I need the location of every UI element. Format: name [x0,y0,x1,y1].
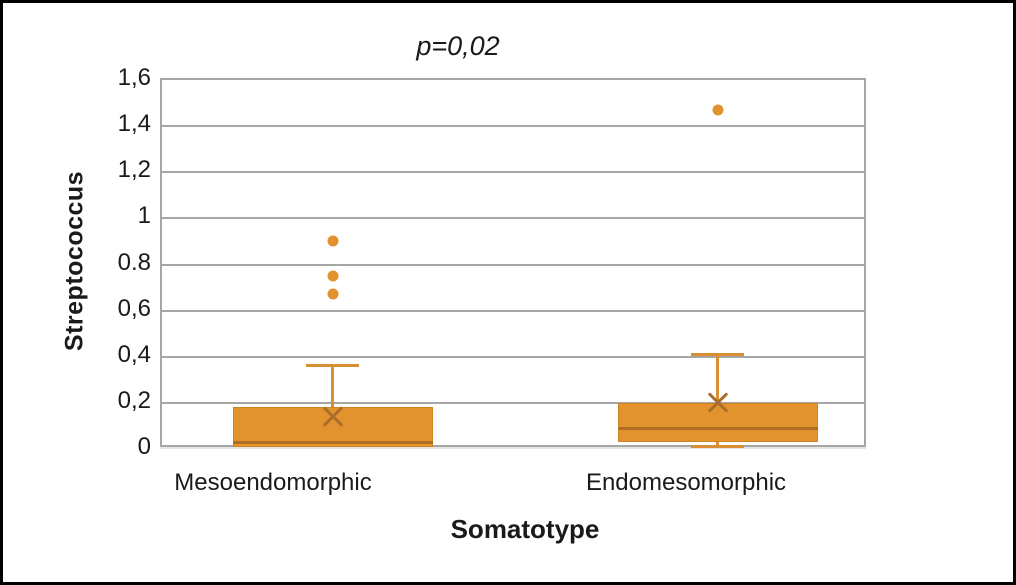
outlier-dot [327,288,338,300]
y-tick-label: 1,2 [117,156,151,184]
y-tick-label: 1 [137,202,151,230]
outlier-dot [327,235,338,247]
gridline [162,263,864,266]
gridline [162,171,864,174]
lower-whisker-cap [691,445,744,449]
category-label: Mesoendomorphic [174,469,372,496]
mean-x-marker [706,391,730,415]
y-tick-label: 0,4 [117,340,151,368]
chart-title: p=0,02 [416,31,500,61]
gridline [162,309,864,312]
outlier-dot [712,104,723,116]
gridline [162,401,864,404]
upper-whisker-cap [306,364,359,368]
lower-whisker-stem [716,442,719,447]
y-tick-label: 0 [137,433,151,460]
plot-area [160,78,866,449]
y-tick-label: 1,6 [117,64,151,91]
y-tick-label: 0.8 [117,248,151,276]
outlier-dot [327,270,338,282]
gridline [162,125,864,128]
upper-whisker-cap [691,352,744,356]
mean-x-marker [321,405,345,429]
median-line [617,426,818,430]
category-label: Endomesomorphic [585,469,787,496]
gridline [162,217,864,220]
y-tick-label: 0,6 [117,294,151,322]
gridline [162,355,864,358]
x-axis-title: Somatotype [450,514,600,544]
upper-whisker-stem [716,354,719,403]
y-tick-label: 1,4 [117,110,151,138]
median-line [232,440,433,444]
upper-whisker-stem [331,365,334,408]
y-tick-label: 0,2 [117,386,151,414]
